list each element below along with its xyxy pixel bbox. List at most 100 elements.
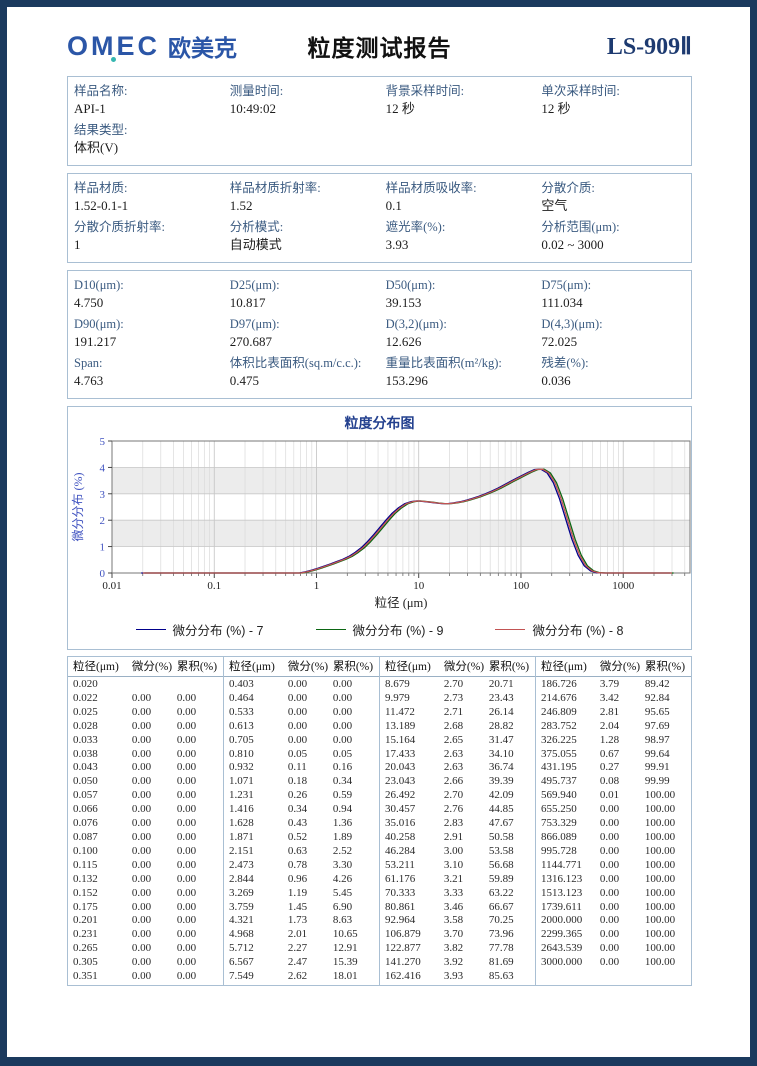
table-row: 753.329 0.00 100.00 xyxy=(536,817,691,831)
field-label: 体积比表面积(sq.m/c.c.): xyxy=(229,356,362,370)
column-header: 粒径(μm) xyxy=(73,661,119,673)
table-cell: 122.877 xyxy=(385,942,421,955)
logo-dot-icon xyxy=(111,57,116,62)
table-cell: 2.01 xyxy=(287,928,308,941)
table-row: 1144.771 0.00 100.00 xyxy=(536,859,691,873)
table-row: 1.231 0.26 0.59 xyxy=(224,789,379,803)
legend-swatch xyxy=(495,629,526,630)
table-cell: 100.00 xyxy=(644,956,676,969)
table-cell: 0.00 xyxy=(287,733,308,746)
table-cell: 100.00 xyxy=(644,900,676,913)
table-cell: 3.93 xyxy=(443,970,464,983)
table-cell: 0.00 xyxy=(176,858,197,871)
info-field: D10(μm): 4.750 xyxy=(74,275,230,314)
table-row: 122.877 3.82 77.78 xyxy=(380,942,535,956)
table-cell: 3.00 xyxy=(443,844,464,857)
column-header: 粒径(μm) xyxy=(541,661,587,673)
x-tick-label: 100 xyxy=(513,580,530,592)
table-cell: 655.250 xyxy=(541,803,577,816)
field-label: D(3,2)(μm): xyxy=(385,317,447,331)
info-field: D(3,2)(μm): 12.626 xyxy=(386,314,542,353)
table-cell: 0.00 xyxy=(599,914,620,927)
table-row: 17.433 2.63 34.10 xyxy=(380,748,535,762)
table-cell: 3.82 xyxy=(443,942,464,955)
info-field: 样品材质: 1.52-0.1-1 xyxy=(74,178,230,217)
table-cell: 56.68 xyxy=(488,858,514,871)
table-cell: 0.00 xyxy=(599,942,620,955)
table-cell: 34.10 xyxy=(488,747,514,760)
table-cell: 100.00 xyxy=(644,844,676,857)
column-header: 微分(%) xyxy=(131,661,173,673)
material-info-box: 样品材质: 1.52-0.1-1 样品材质折射率: 1.52 样品材质吸收率: 0.1 分散… xyxy=(67,173,692,263)
table-row: 3000.000 0.00 100.00 xyxy=(536,956,691,970)
table-cell: 753.329 xyxy=(541,817,577,830)
table-cell: 20.043 xyxy=(385,761,416,774)
table-cell: 5.712 xyxy=(229,942,254,955)
table-cell: 0.00 xyxy=(131,830,152,843)
table-row: 106.879 3.70 73.96 xyxy=(380,928,535,942)
table-cell: 246.809 xyxy=(541,705,577,718)
table-cell: 141.270 xyxy=(385,956,421,969)
distribution-chart-section: 粒度分布图 0 1 2 3 4 5 0.01 0.1 1 10 100 1000 粒径 (μm) 微分分布… xyxy=(67,406,692,650)
table-cell: 3.33 xyxy=(443,886,464,899)
table-cell: 0.00 xyxy=(131,747,152,760)
table-row: 0.050 0.00 0.00 xyxy=(68,775,223,789)
column-header: 累积(%) xyxy=(176,661,218,673)
table-cell: 0.00 xyxy=(131,872,152,885)
table-row: 8.679 2.70 20.71 xyxy=(380,678,535,692)
table-cell: 0.00 xyxy=(176,789,197,802)
table-cell: 8.63 xyxy=(332,914,353,927)
table-row: 569.940 0.01 100.00 xyxy=(536,789,691,803)
table-cell: 431.195 xyxy=(541,761,577,774)
table-cell: 100.00 xyxy=(644,817,676,830)
table-cell: 100.00 xyxy=(644,914,676,927)
info-field: 结果类型: 体积(V) xyxy=(74,120,230,159)
table-cell: 0.05 xyxy=(332,747,353,760)
table-row: 141.270 3.92 81.69 xyxy=(380,956,535,970)
logo-text-en: OMEC xyxy=(67,30,160,61)
table-cell: 866.089 xyxy=(541,830,577,843)
info-field: D75(μm): 111.034 xyxy=(541,275,685,314)
band xyxy=(112,520,690,547)
legend-label: 微分分布 (%) - 8 xyxy=(532,624,624,638)
distribution-plot: 0 1 2 3 4 5 0.01 0.1 1 10 100 1000 粒径 (μm) 微分分布 (%) xyxy=(70,435,691,618)
y-tick-label: 2 xyxy=(100,515,106,527)
table-row: 186.726 3.79 89.42 xyxy=(536,678,691,692)
table-cell: 1513.123 xyxy=(541,886,583,899)
field-label: Span: xyxy=(74,356,103,370)
table-row: 46.284 3.00 53.58 xyxy=(380,845,535,859)
table-cell: 13.189 xyxy=(385,719,416,732)
table-cell: 0.94 xyxy=(332,803,353,816)
table-cell: 3.21 xyxy=(443,872,464,885)
table-cell: 2.81 xyxy=(599,705,620,718)
table-cell: 0.00 xyxy=(332,705,353,718)
info-row: 样品名称: API-1 测量时间: 10:49:02 背景采样时间: 12 秒单次采样时间… xyxy=(74,81,685,120)
table-cell: 53.58 xyxy=(488,844,514,857)
field-label: 残差(%): xyxy=(541,356,589,370)
x-tick-label: 0.1 xyxy=(207,580,221,592)
table-cell: 0.00 xyxy=(176,691,197,704)
table-cell: 9.979 xyxy=(385,691,410,704)
table-cell: 3.42 xyxy=(599,691,620,704)
table-cell: 0.16 xyxy=(332,761,353,774)
table-row: 0.025 0.00 0.00 xyxy=(68,706,223,720)
column-header: 累积(%) xyxy=(488,661,530,673)
info-field: D97(μm): 270.687 xyxy=(230,314,386,353)
table-cell: 0.087 xyxy=(73,830,98,843)
table-row: 431.195 0.27 99.91 xyxy=(536,761,691,775)
table-row: 0.705 0.00 0.00 xyxy=(224,734,379,748)
field-label: 分散介质折射率: xyxy=(74,220,165,234)
table-cell: 89.42 xyxy=(644,678,670,690)
table-cell: 1.871 xyxy=(229,830,254,843)
table-row: 495.737 0.08 99.99 xyxy=(536,775,691,789)
table-row: 866.089 0.00 100.00 xyxy=(536,831,691,845)
table-row: 2.151 0.63 2.52 xyxy=(224,845,379,859)
table-cell: 0.231 xyxy=(73,928,98,941)
table-row: 30.457 2.76 44.85 xyxy=(380,803,535,817)
table-cell: 106.879 xyxy=(385,928,421,941)
table-row: 0.028 0.00 0.00 xyxy=(68,720,223,734)
table-row: 53.211 3.10 56.68 xyxy=(380,859,535,873)
table-cell: 0.00 xyxy=(131,942,152,955)
table-row: 0.533 0.00 0.00 xyxy=(224,706,379,720)
table-cell: 0.100 xyxy=(73,844,98,857)
